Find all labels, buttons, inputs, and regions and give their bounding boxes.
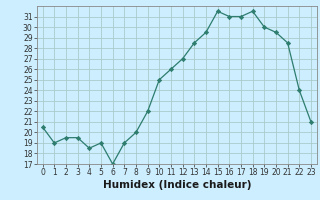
- X-axis label: Humidex (Indice chaleur): Humidex (Indice chaleur): [102, 180, 251, 190]
